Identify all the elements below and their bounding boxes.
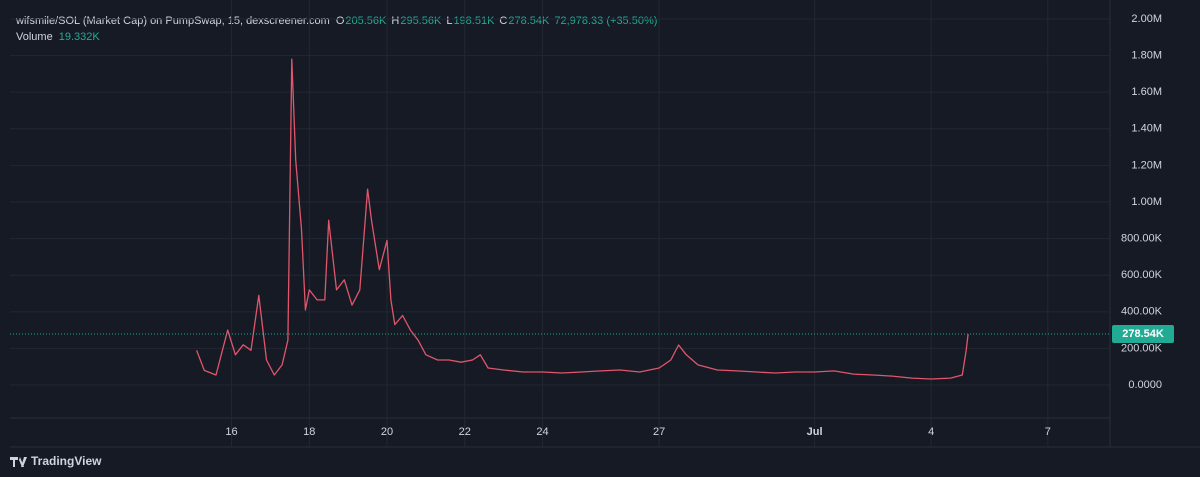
x-tick-label: 18 xyxy=(303,426,315,438)
last-price-label: 278.54K xyxy=(1122,328,1164,340)
brand-logo xyxy=(10,457,27,467)
y-tick-label: 600.00K xyxy=(1121,269,1163,281)
y-tick-label: 400.00K xyxy=(1121,306,1163,318)
y-tick-label: 1.80M xyxy=(1131,49,1162,61)
ohlc-value: 295.56K xyxy=(400,15,442,27)
ohlc-key: L xyxy=(446,15,452,27)
y-tick-label: 200.00K xyxy=(1121,342,1163,354)
x-tick-label: Jul xyxy=(807,426,823,438)
x-tick-label: 22 xyxy=(459,426,471,438)
brand: TradingView xyxy=(10,454,102,468)
y-tick-label: 800.00K xyxy=(1121,233,1163,245)
ohlc-key: C xyxy=(499,15,507,27)
volume-value: 19.332K xyxy=(59,31,101,43)
last-price-box xyxy=(1112,325,1174,344)
volume-label: Volume xyxy=(16,31,53,43)
symbol: wifsmile/SOL (Market Cap) on PumpSwap, 1… xyxy=(15,15,330,27)
ohlc-key: H xyxy=(391,15,399,27)
x-tick-label: 24 xyxy=(536,426,548,438)
ohlc-key: O xyxy=(336,15,345,27)
header: wifsmile/SOL (Market Cap) on PumpSwap, 1… xyxy=(15,15,657,43)
x-tick-label: 4 xyxy=(928,426,934,438)
y-tick-label: 1.20M xyxy=(1131,159,1162,171)
y-tick-label: 2.00M xyxy=(1131,13,1162,25)
price-line xyxy=(195,58,969,380)
x-tick-label: 20 xyxy=(381,426,393,438)
y-tick-label: 1.40M xyxy=(1131,123,1162,135)
x-tick-label: 16 xyxy=(225,426,237,438)
brand-name: TradingView xyxy=(31,454,102,468)
change: 72,978.33 (+35.50%) xyxy=(554,15,657,27)
y-tick-label: 0.0000 xyxy=(1128,379,1162,391)
y-tick-label: 1.60M xyxy=(1131,86,1162,98)
x-tick-label: 27 xyxy=(653,426,665,438)
x-tick-label: 7 xyxy=(1045,426,1051,438)
ohlc-value: 205.56K xyxy=(345,15,387,27)
ohlc-value: 198.51K xyxy=(453,15,495,27)
ohlc-value: 278.54K xyxy=(508,15,550,27)
y-tick-label: 1.00M xyxy=(1131,196,1162,208)
